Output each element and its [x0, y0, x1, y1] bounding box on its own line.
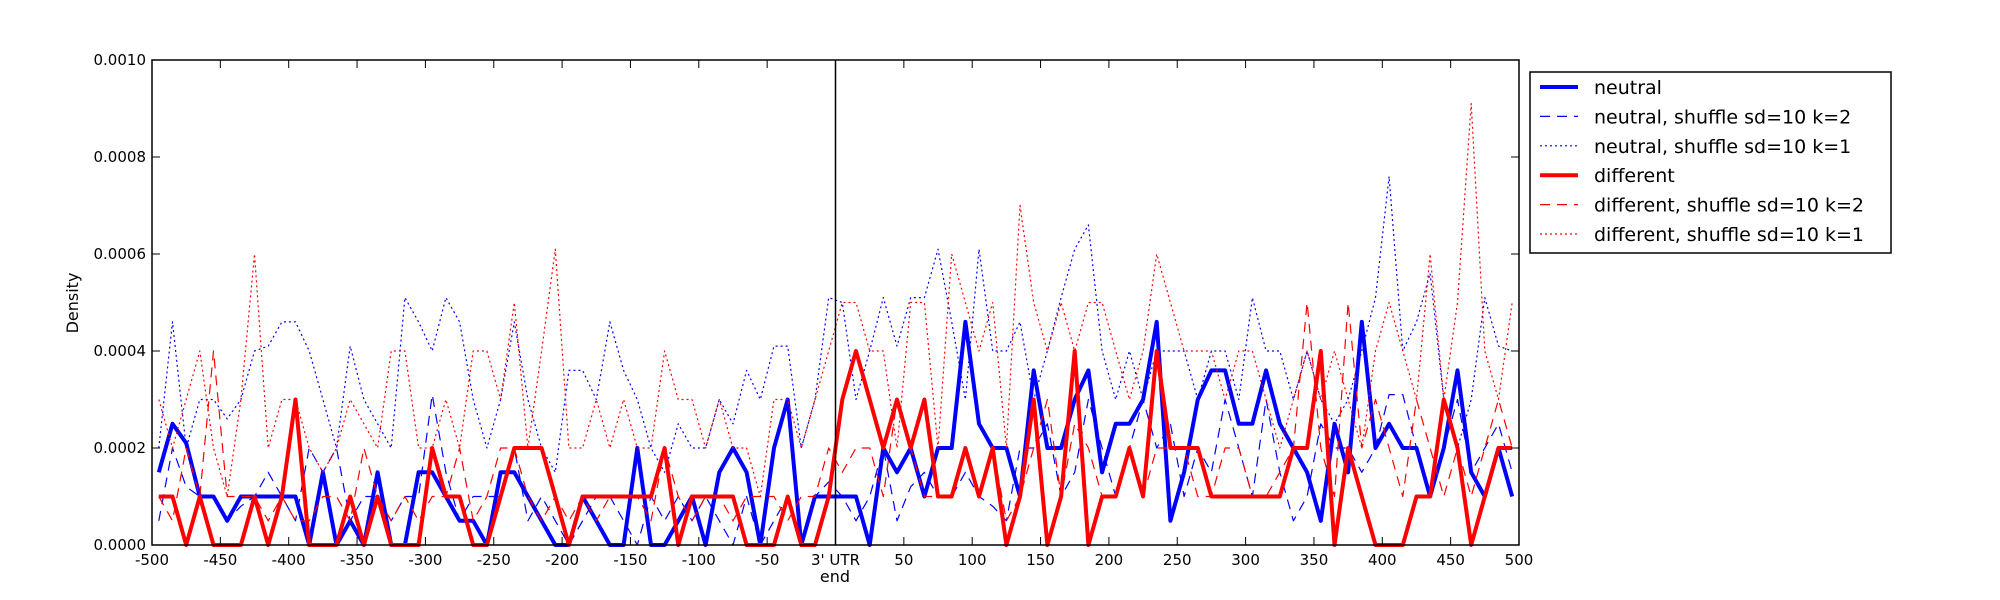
y-tick-label: 0.0006 [94, 245, 147, 263]
x-tick-label: 350 [1300, 551, 1329, 569]
x-tick-label: -300 [408, 551, 442, 569]
series-line-2 [158, 394, 1513, 546]
x-tick-label: 250 [1163, 551, 1192, 569]
y-axis-label: Density [63, 273, 82, 334]
x-tick-label: 200 [1095, 551, 1124, 569]
legend-label-2: neutral, shuffle sd=10 k=2 [1594, 106, 1851, 128]
legend-label-6: different, shuffle sd=10 k=1 [1594, 224, 1864, 246]
x-axis-label: end [820, 567, 850, 586]
y-tick-label: 0.0008 [94, 148, 147, 166]
x-tick-label: 150 [1026, 551, 1055, 569]
y-tick-label: 0.0010 [94, 51, 147, 69]
x-tick-label: -200 [545, 551, 579, 569]
x-tick-label: 3' UTR [811, 551, 860, 569]
x-tick-label: 450 [1436, 551, 1465, 569]
x-tick-label: -100 [682, 551, 716, 569]
legend-label-1: neutral [1594, 77, 1662, 99]
y-tick-label: 0.0004 [94, 342, 147, 360]
x-tick-label: 100 [958, 551, 987, 569]
x-tick-label: -400 [272, 551, 306, 569]
x-tick-label: -250 [477, 551, 511, 569]
x-tick-label: -50 [755, 551, 780, 569]
legend-label-5: different, shuffle sd=10 k=2 [1594, 195, 1864, 217]
x-tick-label: 50 [894, 551, 913, 569]
y-tick-label: 0.0000 [94, 536, 147, 554]
legend: neutral neutral, shuffle sd=10 k=2 neutral… [1529, 71, 1892, 254]
y-axis: 0.0000 0.0002 0.0004 0.0006 0.0008 0.0010 [94, 51, 1519, 554]
x-tick-label: -150 [613, 551, 647, 569]
legend-label-3: neutral, shuffle sd=10 k=1 [1594, 136, 1851, 158]
x-tick-label: -450 [203, 551, 237, 569]
y-tick-label: 0.0002 [94, 439, 147, 457]
x-tick-label: 300 [1231, 551, 1260, 569]
x-axis: -500 -450 -400 -350 -300 -250 -200 -150 -100 -50 3… [135, 60, 1533, 569]
legend-frame [1529, 71, 1892, 254]
series-line-6 [158, 102, 1513, 498]
x-tick-label: 500 [1505, 551, 1534, 569]
x-tick-label: -350 [340, 551, 374, 569]
x-tick-label: -500 [135, 551, 169, 569]
x-tick-label: 400 [1368, 551, 1397, 569]
legend-label-4: different [1594, 165, 1675, 187]
